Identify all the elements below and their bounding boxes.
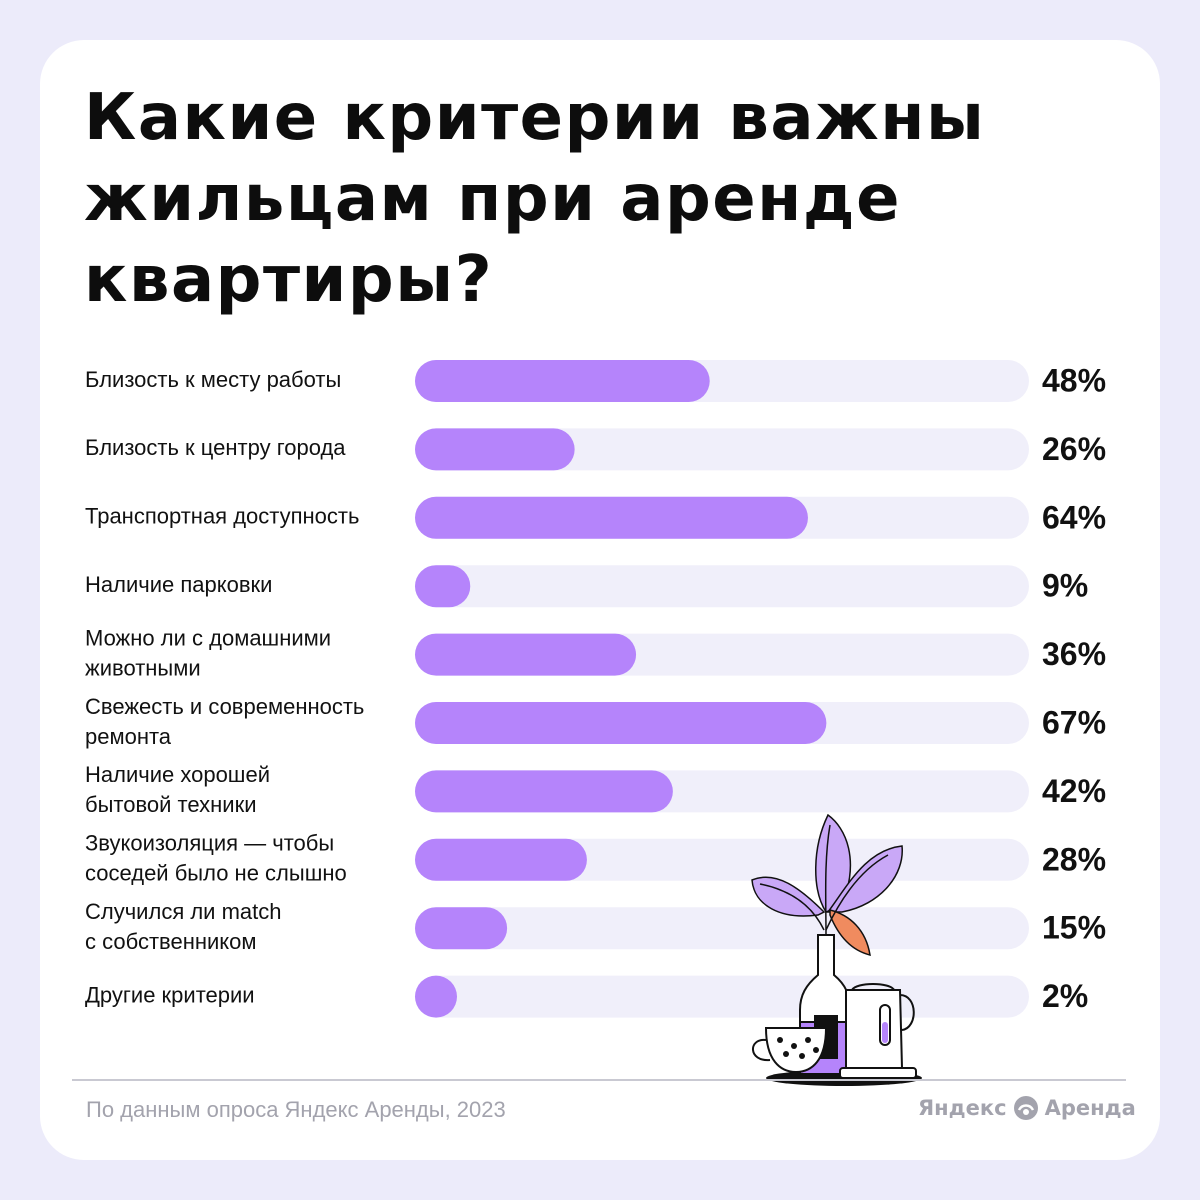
- bar: [415, 907, 508, 950]
- bar-row: Свежесть и современность ремонта 67%: [85, 694, 1106, 749]
- bar-row: Случился ли match с собственником 15%: [85, 899, 1106, 954]
- value-label: 26%: [1042, 431, 1106, 467]
- bar: [415, 975, 457, 1018]
- value-label: 36%: [1042, 636, 1106, 672]
- category-label: Близость к месту работы: [85, 367, 341, 392]
- bar-row: Близость к месту работы 48%: [85, 360, 1106, 402]
- brand-logo[interactable]: Яндекс Аренда: [918, 1095, 1136, 1121]
- value-label: 48%: [1042, 362, 1106, 398]
- value-label: 67%: [1042, 704, 1106, 740]
- bar: [415, 496, 808, 539]
- value-label: 64%: [1042, 499, 1106, 535]
- bar-track: [415, 907, 1029, 950]
- category-label: животными: [85, 655, 201, 680]
- bar: [415, 770, 673, 813]
- category-label: Наличие хорошей: [85, 762, 270, 787]
- value-label: 2%: [1042, 978, 1088, 1014]
- bar-row: Близость к центру города 26%: [85, 428, 1106, 471]
- category-label: соседей было не слышно: [85, 861, 347, 886]
- bar-row: Наличие хорошей бытовой техники 42%: [85, 762, 1106, 817]
- category-label: Наличие парковки: [85, 572, 272, 597]
- title-line: жильцам при аренде: [84, 162, 901, 236]
- yandex-arenda-logo-icon: [1013, 1096, 1038, 1120]
- bar: [415, 360, 710, 402]
- bar-row: Можно ли с домашними животными 36%: [85, 625, 1106, 680]
- bar-track: [415, 565, 1029, 608]
- bar-track: [415, 975, 1029, 1018]
- chart-title: Какие критерии важны жильцам при аренде …: [84, 78, 1134, 321]
- category-label: Можно ли с домашними: [85, 625, 331, 650]
- category-label: Случился ли match: [85, 899, 282, 924]
- brand-text-yandex: Яндекс: [918, 1096, 1007, 1120]
- title-line: Какие критерии важны: [84, 81, 986, 155]
- category-label: ремонта: [85, 724, 172, 749]
- brand-text-arenda: Аренда: [1044, 1096, 1136, 1120]
- value-label: 15%: [1042, 910, 1106, 946]
- bar: [415, 838, 587, 881]
- category-label: бытовой техники: [85, 792, 257, 817]
- category-label: Звукоизоляция — чтобы: [85, 831, 334, 856]
- category-label: Свежесть и современность: [85, 694, 364, 719]
- value-label: 42%: [1042, 773, 1106, 809]
- source-note: По данным опроса Яндекс Аренды, 2023: [86, 1097, 506, 1122]
- bar-row: Другие критерии 2%: [85, 975, 1088, 1018]
- category-label: Транспортная доступность: [85, 504, 359, 529]
- category-label: с собственником: [85, 929, 257, 954]
- footer-divider: [72, 1079, 1126, 1081]
- plant-vase-kettle-illustration: [751, 813, 922, 1086]
- value-label: 9%: [1042, 568, 1088, 604]
- bar: [415, 428, 575, 471]
- value-label: 28%: [1042, 841, 1106, 877]
- category-label: Другие критерии: [85, 982, 255, 1007]
- bar-row: Наличие парковки 9%: [85, 565, 1088, 608]
- title-line: квартиры?: [84, 243, 494, 317]
- bar-row: Транспортная доступность 64%: [85, 496, 1106, 539]
- bar: [415, 565, 471, 608]
- bar: [415, 633, 637, 676]
- bar: [415, 702, 827, 744]
- category-label: Близость к центру города: [85, 435, 346, 460]
- bar-row: Звукоизоляция — чтобы соседей было не слы…: [85, 831, 1106, 886]
